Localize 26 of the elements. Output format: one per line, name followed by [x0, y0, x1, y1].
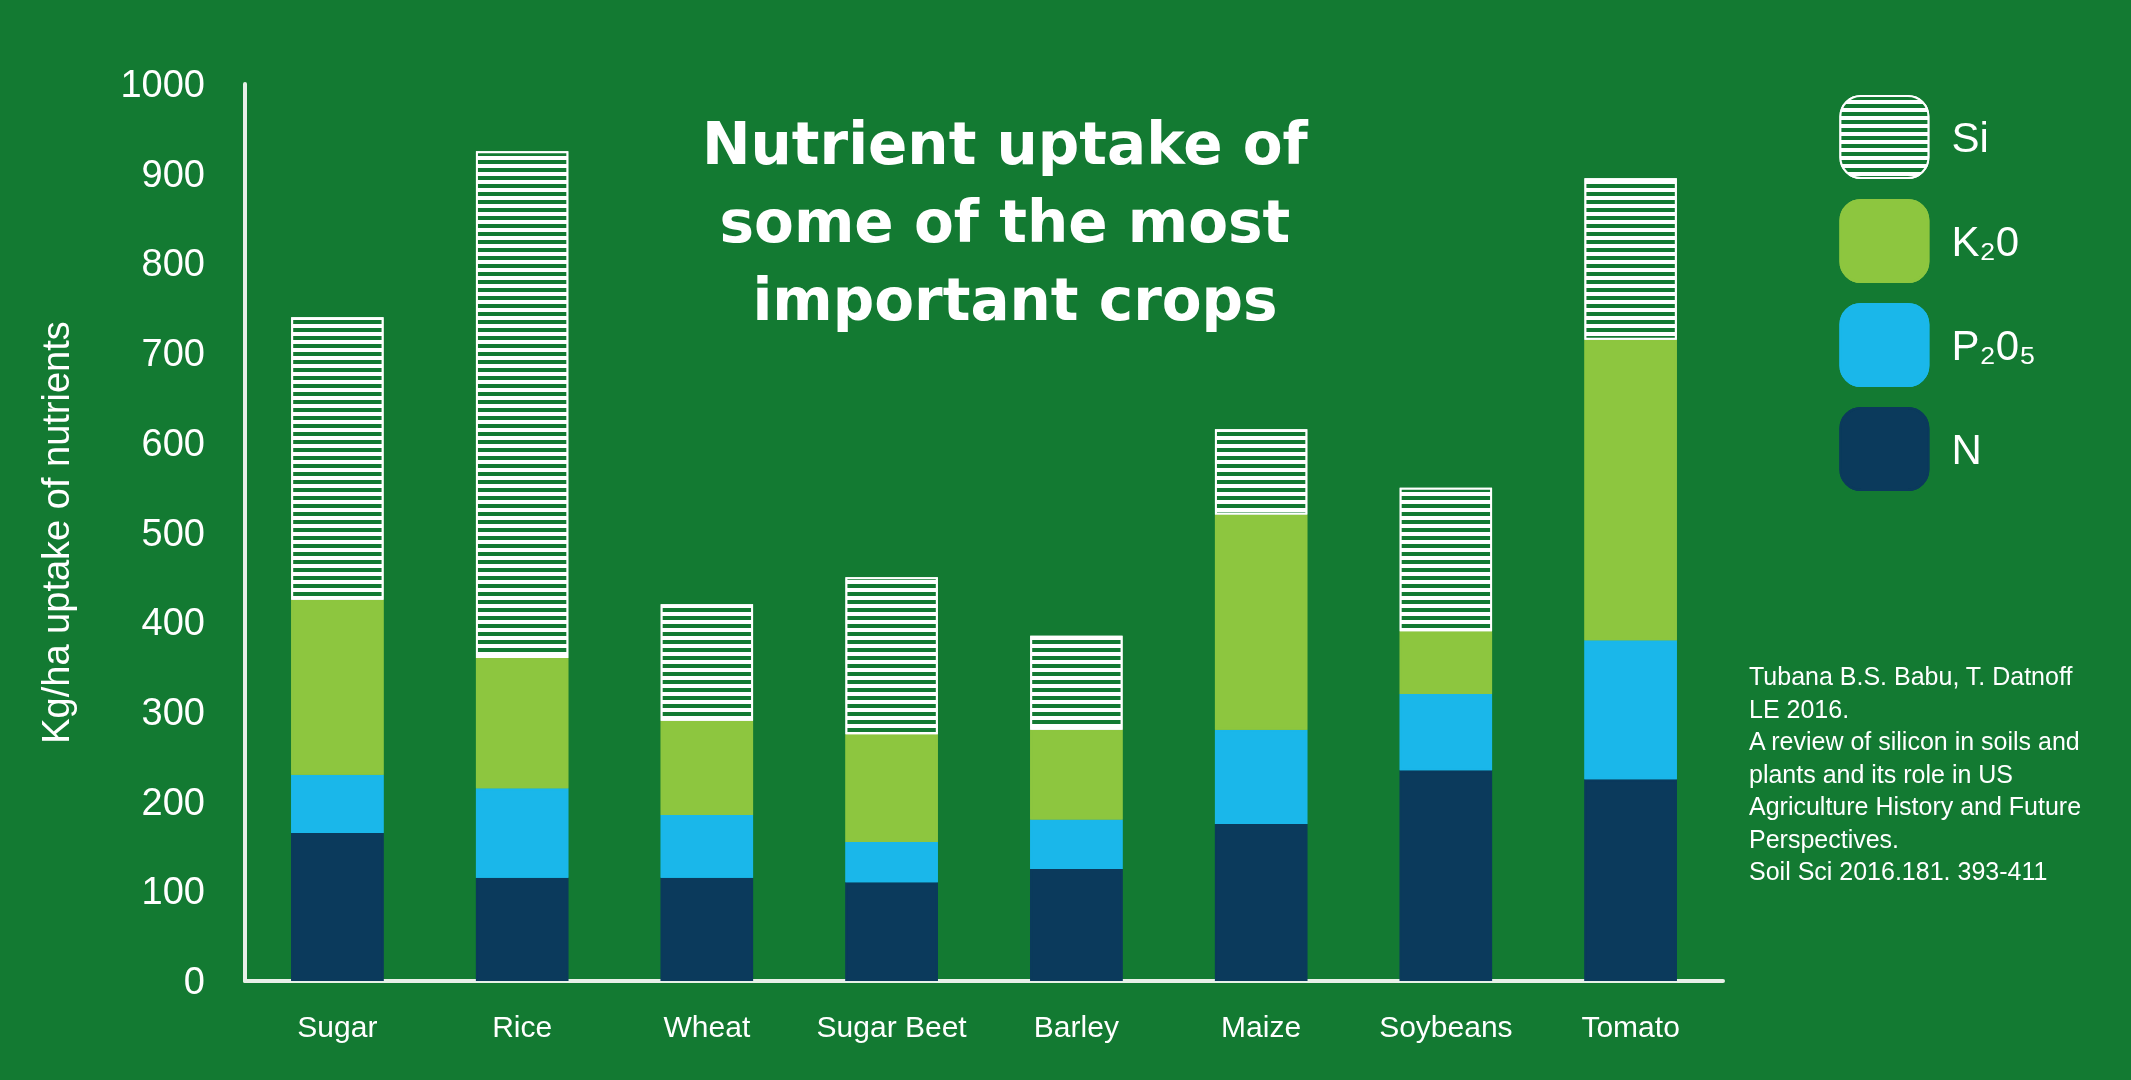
y-tick-label: 900 — [141, 152, 205, 195]
x-tick-label: Barley — [1033, 1009, 1119, 1043]
legend-label: P₂0₅ — [1951, 321, 2037, 369]
text: Nutrient uptake of some of the most important crops — [701, 110, 1329, 334]
y-tick-label: 800 — [141, 242, 205, 285]
y-tick-label: 0 — [183, 960, 205, 1002]
x-tick-label: Sugar Beet — [816, 1009, 968, 1043]
x-tick-label: Tomato — [1581, 1009, 1680, 1043]
y-tick-label: 500 — [141, 511, 205, 554]
y-axis-title: Kg/ha uptake of nutrients — [35, 321, 77, 744]
y-tick-label: 300 — [141, 690, 205, 733]
legend-label: K₂0 — [1951, 217, 2020, 265]
y-tick-label: 1000 — [120, 63, 205, 105]
y-tick-label: 700 — [141, 332, 205, 375]
x-tick-label: Rice — [492, 1009, 553, 1043]
y-tick-label: 200 — [141, 780, 205, 823]
legend-label: N — [1951, 425, 1982, 473]
y-tick-label: 400 — [141, 601, 205, 644]
x-tick-label: Soybeans — [1379, 1009, 1513, 1043]
y-tick-label: 100 — [141, 870, 205, 913]
x-tick-label: Wheat — [663, 1009, 751, 1043]
text: Tubana B.S. Babu, T. Datnoff LE 2016. A review of silicon in soils and plants and its role in US Agriculture History and Future Perspectives. Soil Sci 2016.181. 393-411 — [1749, 661, 2083, 887]
legend-label: Si — [1951, 113, 1989, 161]
x-tick-label: Sugar — [297, 1009, 378, 1043]
x-tick-label: Maize — [1221, 1009, 1302, 1043]
y-tick-label: 600 — [141, 421, 205, 464]
